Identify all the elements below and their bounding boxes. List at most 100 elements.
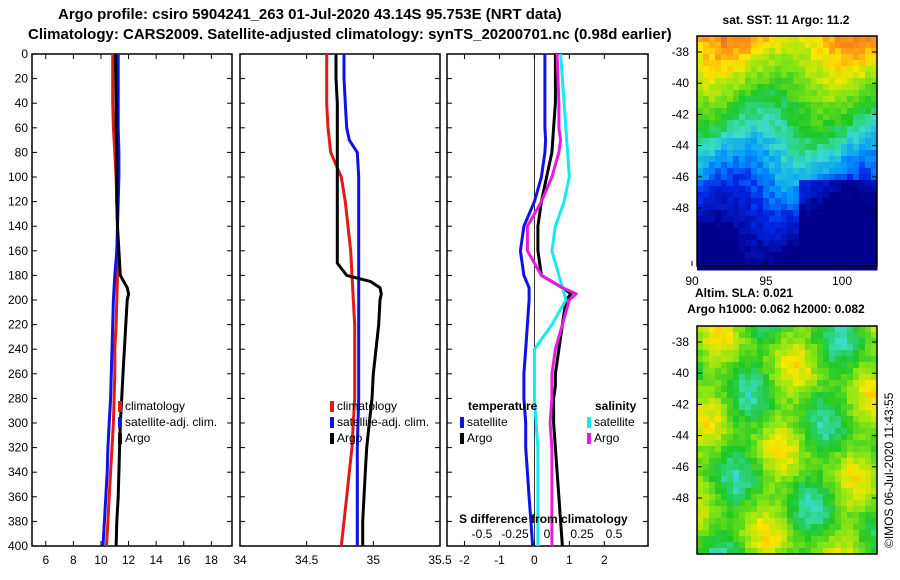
panel-difference: -2 -1 0 1 2 S difference from climatology-0.5… bbox=[446, 53, 649, 567]
map-frame bbox=[696, 325, 878, 555]
plot-frame-difference bbox=[446, 53, 649, 547]
x-tick-label: 18 bbox=[205, 553, 219, 567]
y-tick-label: 100 bbox=[8, 170, 28, 184]
map-y-tick-label: -40 bbox=[672, 366, 690, 380]
x-tick-label: 10 bbox=[94, 553, 108, 567]
legend-sal-argo-swatch bbox=[587, 433, 591, 444]
y-tick-label: 80 bbox=[15, 145, 29, 159]
x-tick-label: 34.5 bbox=[295, 553, 319, 567]
map-y-tick-label: -46 bbox=[672, 170, 690, 184]
legend-salinity-0-swatch bbox=[330, 401, 334, 412]
y-tick-label: 360 bbox=[8, 490, 28, 504]
legend-salinity-title: salinity bbox=[595, 399, 637, 413]
legend-temp-satellite-label: satellite bbox=[467, 415, 508, 429]
map-x-tick-label: 90 bbox=[685, 274, 699, 288]
legend-temperature-2-swatch bbox=[118, 433, 122, 444]
secondary-tick-label: -0.25 bbox=[501, 527, 529, 541]
series-line-climatology bbox=[325, 54, 357, 547]
panel-temperature: 0 20 40 60 80 100 120 140 160 180 200 220 240 260 280 3… bbox=[8, 47, 233, 567]
map-sla-map: -38 -40 -42 -44 -46 -48 Altim. SLA: 0.021 Argo … bbox=[672, 286, 878, 555]
sla-map-title-2: Argo h1000: 0.062 h2000: 0.082 bbox=[687, 302, 865, 316]
sla-map-title-1: Altim. SLA: 0.021 bbox=[695, 286, 793, 300]
secondary-tick-label: 0 bbox=[544, 527, 551, 541]
series-line-satellite-salinity- bbox=[532, 53, 571, 546]
secondary-tick-label: 0.25 bbox=[570, 527, 594, 541]
legend-temperature-1-label: satellite-adj. clim. bbox=[125, 415, 217, 429]
legend-salinity-0-label: climatology bbox=[337, 399, 397, 413]
legend-salinity-1-label: satellite-adj. clim. bbox=[337, 415, 429, 429]
map-y-tick-label: -42 bbox=[672, 397, 690, 411]
series-line-satellite-adj-clim- bbox=[342, 54, 361, 546]
series-line-satellite-temperature- bbox=[518, 54, 548, 547]
x-tick-label: 14 bbox=[149, 553, 163, 567]
map-y-tick-label: -46 bbox=[672, 460, 690, 474]
secondary-axis-label: S difference from climatology bbox=[459, 512, 628, 526]
heatmap-cells bbox=[697, 326, 878, 555]
secondary-tick-label: 0.5 bbox=[606, 527, 623, 541]
y-tick-label: 400 bbox=[8, 539, 28, 553]
heatmap-cells bbox=[697, 36, 878, 271]
legend-sal-satellite-label: satellite bbox=[594, 415, 635, 429]
y-tick-label: 140 bbox=[8, 219, 28, 233]
x-tick-label: 8 bbox=[70, 553, 77, 567]
map-y-tick-label: -44 bbox=[672, 429, 690, 443]
legend-temp-argo-swatch bbox=[460, 433, 464, 444]
legend-temperature-1-swatch bbox=[118, 417, 122, 428]
x-tick-label: 12 bbox=[122, 553, 136, 567]
x-tick-label: 0 bbox=[531, 553, 538, 567]
title-line-1: Argo profile: csiro 5904241_263 01-Jul-2… bbox=[58, 6, 562, 23]
x-tick-label: 34 bbox=[233, 553, 247, 567]
y-tick-label: 260 bbox=[8, 367, 28, 381]
y-tick-label: 60 bbox=[15, 121, 29, 135]
legend-sal-argo-label: Argo bbox=[594, 431, 620, 445]
y-tick-label: 0 bbox=[21, 47, 28, 61]
x-tick-label: -2 bbox=[459, 553, 470, 567]
x-tick-label: -1 bbox=[494, 553, 505, 567]
title-line-2: Climatology: CARS2009. Satellite-adjuste… bbox=[28, 26, 672, 43]
map-y-tick-label: -38 bbox=[672, 45, 690, 59]
map-sst-map: -38 -40 -42 -44 -46 -48 sat. SST: 11 Argo: 11.… bbox=[672, 13, 878, 288]
legend-salinity-2-label: Argo bbox=[337, 431, 363, 445]
legend-temp-argo-label: Argo bbox=[467, 431, 493, 445]
series-line-argo bbox=[334, 54, 383, 546]
map-y-tick-label: -48 bbox=[672, 201, 690, 215]
map-frame bbox=[696, 35, 878, 267]
legend-temperature-2-label: Argo bbox=[125, 431, 151, 445]
legend-salinity-2-swatch bbox=[330, 433, 334, 444]
map-x-tick-label: 100 bbox=[832, 274, 852, 288]
map-y-tick-label: -38 bbox=[672, 335, 690, 349]
map-y-tick-label: -40 bbox=[672, 76, 690, 90]
x-tick-label: 16 bbox=[177, 553, 191, 567]
legend-sal-satellite-swatch bbox=[587, 417, 591, 428]
y-tick-label: 20 bbox=[15, 72, 29, 86]
x-tick-label: 2 bbox=[601, 553, 608, 567]
y-tick-label: 180 bbox=[8, 268, 28, 282]
sst-map-title: sat. SST: 11 Argo: 11.2 bbox=[723, 13, 850, 27]
y-tick-label: 200 bbox=[8, 293, 28, 307]
x-tick-label: 1 bbox=[566, 553, 573, 567]
y-tick-label: 300 bbox=[8, 416, 28, 430]
plot-frame-temperature bbox=[31, 53, 233, 547]
y-tick-label: 380 bbox=[8, 514, 28, 528]
y-tick-label: 40 bbox=[15, 96, 29, 110]
x-tick-label: 35.5 bbox=[428, 553, 452, 567]
legend-temperature-0-label: climatology bbox=[125, 399, 185, 413]
y-tick-label: 160 bbox=[8, 244, 28, 258]
legend-temperature-0-swatch bbox=[118, 401, 122, 412]
map-y-tick-label: -48 bbox=[672, 491, 690, 505]
y-tick-label: 340 bbox=[8, 465, 28, 479]
y-tick-label: 320 bbox=[8, 441, 28, 455]
y-tick-label: 120 bbox=[8, 195, 28, 209]
y-tick-label: 240 bbox=[8, 342, 28, 356]
y-tick-label: 280 bbox=[8, 391, 28, 405]
map-x-tick-label: 95 bbox=[759, 274, 773, 288]
map-y-tick-label: -44 bbox=[672, 139, 690, 153]
series-line-argo-salinity- bbox=[525, 53, 578, 546]
series-line-argo bbox=[113, 53, 131, 547]
legend-temp-satellite-swatch bbox=[460, 417, 464, 428]
secondary-tick-label: -0.5 bbox=[472, 527, 493, 541]
map-y-tick-label: -42 bbox=[672, 107, 690, 121]
panel-salinity: 34 34.5 35 35.5 climatology satellite-adj. cl… bbox=[233, 53, 452, 567]
credit-text: ©IMOS 06-Jul-2020 11:43:55 bbox=[882, 392, 896, 548]
